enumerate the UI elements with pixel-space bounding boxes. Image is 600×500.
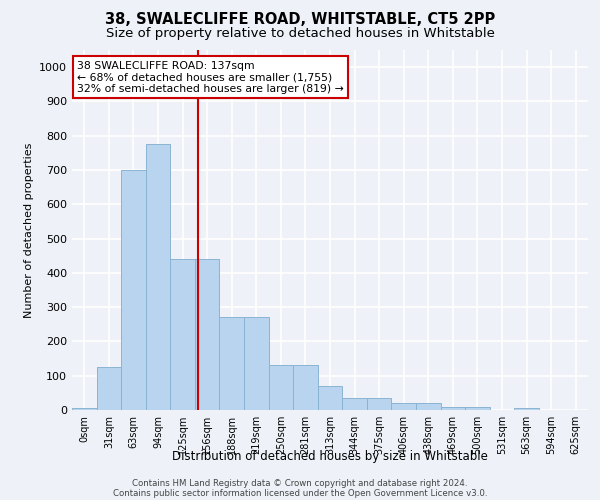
Bar [220, 318, 244, 410]
Bar [72, 408, 97, 410]
Bar [195, 259, 220, 410]
Text: 38, SWALECLIFFE ROAD, WHITSTABLE, CT5 2PP: 38, SWALECLIFFE ROAD, WHITSTABLE, CT5 2P… [105, 12, 495, 28]
Bar [416, 403, 440, 410]
Bar [367, 398, 391, 410]
Bar [146, 144, 170, 410]
Bar [342, 398, 367, 410]
Y-axis label: Number of detached properties: Number of detached properties [23, 142, 34, 318]
Text: Size of property relative to detached houses in Whitstable: Size of property relative to detached ho… [106, 28, 494, 40]
Bar [514, 408, 539, 410]
Bar [244, 318, 269, 410]
Bar [170, 259, 195, 410]
Bar [293, 366, 318, 410]
Bar [121, 170, 146, 410]
Text: Contains HM Land Registry data © Crown copyright and database right 2024.: Contains HM Land Registry data © Crown c… [132, 478, 468, 488]
Text: Distribution of detached houses by size in Whitstable: Distribution of detached houses by size … [172, 450, 488, 463]
Bar [318, 386, 342, 410]
Bar [391, 403, 416, 410]
Bar [440, 406, 465, 410]
Text: Contains public sector information licensed under the Open Government Licence v3: Contains public sector information licen… [113, 488, 487, 498]
Bar [465, 406, 490, 410]
Bar [269, 366, 293, 410]
Bar [97, 367, 121, 410]
Text: 38 SWALECLIFFE ROAD: 137sqm
← 68% of detached houses are smaller (1,755)
32% of : 38 SWALECLIFFE ROAD: 137sqm ← 68% of det… [77, 61, 344, 94]
